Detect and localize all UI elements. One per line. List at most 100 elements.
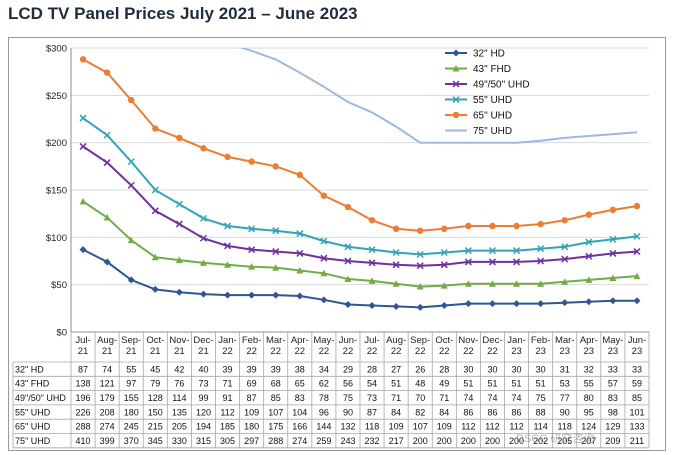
data-point: [151, 285, 159, 293]
data-point: [585, 276, 593, 283]
x-tick-label: Sep-22: [410, 335, 430, 357]
x-tick-label: Feb-22: [242, 335, 262, 357]
table-cell: 87: [247, 393, 257, 403]
table-cell: 82: [415, 407, 425, 417]
data-point: [152, 125, 159, 132]
data-point: [344, 243, 352, 251]
x-tick-label: Apr-23: [580, 335, 598, 357]
table-cell: 180: [244, 422, 259, 432]
table-cell: 85: [271, 393, 281, 403]
data-point: [248, 158, 255, 165]
data-point: [272, 163, 279, 170]
data-point: [392, 261, 400, 269]
data-point: [465, 222, 472, 230]
table-cell: 245: [124, 422, 139, 432]
table-cell: 150: [148, 407, 163, 417]
table-cell: 88: [536, 407, 546, 417]
y-tick-label: $150: [46, 186, 67, 197]
table-cell: 71: [223, 379, 233, 389]
data-point: [344, 203, 352, 211]
table-cell: 107: [413, 422, 428, 432]
table-cell: 76: [174, 379, 184, 389]
data-point: [609, 235, 617, 243]
table-cell: 74: [487, 393, 497, 403]
data-point: [320, 269, 328, 277]
data-point: [537, 220, 544, 228]
table-cell: 55: [584, 379, 594, 389]
data-point: [513, 222, 520, 230]
data-point: [441, 225, 448, 233]
table-cell: 209: [605, 436, 620, 446]
table-cell: 30: [487, 364, 497, 374]
data-point: [176, 134, 183, 142]
table-cell: 38: [295, 364, 305, 374]
data-point: [561, 217, 568, 224]
table-cell: 90: [560, 407, 570, 417]
table-cell: 107: [268, 407, 283, 417]
table-cell: 56: [343, 379, 353, 389]
legend-label: 43" FHD: [473, 64, 511, 75]
data-point: [464, 247, 472, 255]
table-row-label: 32" HD: [15, 364, 44, 374]
data-point: [488, 258, 496, 266]
data-point: [368, 301, 376, 309]
table-cell: 155: [124, 393, 139, 403]
table-cell: 74: [102, 364, 112, 374]
data-point: [416, 303, 424, 311]
data-point: [79, 114, 87, 122]
table-cell: 101: [629, 407, 644, 417]
data-point: [585, 252, 593, 260]
table-cell: 109: [437, 422, 452, 432]
table-cell: 121: [100, 379, 115, 389]
watermark: DSCC 研究咨询: [516, 433, 595, 445]
table-cell: 98: [608, 407, 618, 417]
series-line-4: [82, 58, 638, 232]
table-cell: 217: [389, 436, 404, 446]
table-cell: 232: [365, 436, 380, 446]
table-cell: 112: [509, 422, 523, 432]
y-tick-label: $250: [46, 91, 67, 102]
table-cell: 34: [319, 364, 329, 374]
table-cell: 114: [172, 393, 186, 403]
data-point: [633, 232, 641, 240]
table-cell: 129: [605, 422, 620, 432]
table-cell: 288: [76, 422, 91, 432]
table-cell: 84: [439, 407, 449, 417]
data-point: [127, 276, 135, 284]
table-cell: 53: [560, 379, 570, 389]
table-cell: 112: [220, 407, 234, 417]
table-cell: 78: [319, 393, 329, 403]
table-cell: 26: [415, 364, 425, 374]
table-cell: 31: [560, 364, 570, 374]
table-cell: 69: [247, 379, 257, 389]
data-point: [175, 256, 183, 264]
y-tick-label: $100: [46, 233, 67, 244]
x-tick-label: Jun-22: [339, 335, 357, 357]
table-cell: 33: [632, 364, 642, 374]
data-point: [296, 249, 304, 257]
data-point: [320, 192, 328, 199]
data-point: [609, 274, 617, 282]
data-point: [585, 238, 593, 246]
table-cell: 211: [630, 436, 644, 446]
data-point: [561, 243, 569, 251]
table-cell: 95: [584, 407, 594, 417]
data-point: [79, 142, 87, 150]
table-cell: 54: [367, 379, 377, 389]
table-row-label: 75" UHD: [15, 436, 51, 446]
data-point: [296, 171, 303, 179]
table-cell: 330: [172, 436, 187, 446]
table-cell: 87: [367, 407, 377, 417]
table-cell: 75: [536, 393, 546, 403]
table-cell: 28: [439, 364, 449, 374]
table-row-label: 55" UHD: [15, 407, 51, 417]
chart-title: LCD TV Panel Prices July 2021 – June 202…: [8, 4, 358, 23]
table-cell: 51: [487, 379, 497, 389]
data-point: [537, 300, 545, 308]
data-point: [272, 264, 280, 271]
data-point: [561, 255, 569, 263]
table-cell: 49: [439, 379, 449, 389]
data-point: [79, 246, 87, 254]
table-cell: 27: [391, 364, 401, 374]
table-cell: 57: [608, 379, 618, 389]
